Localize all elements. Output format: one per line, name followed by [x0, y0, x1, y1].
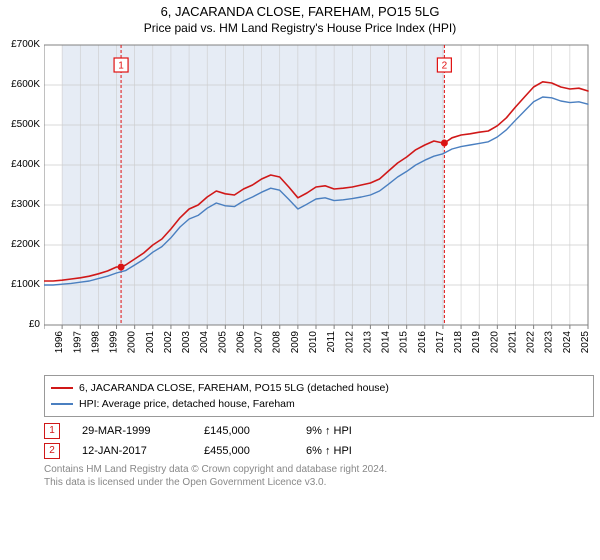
- svg-text:2002: 2002: [163, 331, 174, 354]
- y-tick-label: £0: [29, 319, 40, 330]
- sale-date: 29-MAR-1999: [82, 421, 182, 441]
- svg-text:2024: 2024: [562, 331, 573, 354]
- sale-marker-box: 2: [44, 443, 60, 459]
- chart-container: 6, JACARANDA CLOSE, FAREHAM, PO15 5LG Pr…: [0, 0, 600, 489]
- y-tick-label: £300K: [11, 199, 40, 210]
- sales-row: 1 29-MAR-1999 £145,000 9% ↑ HPI: [44, 421, 594, 441]
- attribution-line2: This data is licensed under the Open Gov…: [44, 476, 594, 489]
- svg-text:2012: 2012: [344, 331, 355, 354]
- legend-row: 6, JACARANDA CLOSE, FAREHAM, PO15 5LG (d…: [51, 380, 587, 396]
- chart-area: 1 2 1995 1996 1997 1998 1999 2000 2001 2002 2003 20…: [44, 41, 594, 371]
- svg-text:2006: 2006: [235, 331, 246, 354]
- svg-text:2007: 2007: [254, 331, 265, 354]
- attribution-line1: Contains HM Land Registry data © Crown c…: [44, 463, 594, 476]
- sale-price: £145,000: [204, 421, 284, 441]
- sale-date: 12-JAN-2017: [82, 441, 182, 461]
- svg-text:2017: 2017: [435, 331, 446, 354]
- sale-price: £455,000: [204, 441, 284, 461]
- legend-label: HPI: Average price, detached house, Fare…: [79, 396, 295, 412]
- legend-row: HPI: Average price, detached house, Fare…: [51, 396, 587, 412]
- svg-text:2004: 2004: [199, 331, 210, 354]
- svg-text:2022: 2022: [526, 331, 537, 354]
- svg-text:2013: 2013: [362, 331, 373, 354]
- y-tick-label: £400K: [11, 159, 40, 170]
- svg-text:2: 2: [442, 61, 448, 72]
- svg-text:2000: 2000: [127, 331, 138, 354]
- svg-text:2009: 2009: [290, 331, 301, 354]
- svg-text:2015: 2015: [399, 331, 410, 354]
- y-tick-label: £500K: [11, 119, 40, 130]
- svg-text:2018: 2018: [453, 331, 464, 354]
- legend-box: 6, JACARANDA CLOSE, FAREHAM, PO15 5LG (d…: [44, 375, 594, 417]
- svg-text:2003: 2003: [181, 331, 192, 354]
- sale-marker-box: 1: [44, 423, 60, 439]
- sales-row: 2 12-JAN-2017 £455,000 6% ↑ HPI: [44, 441, 594, 461]
- svg-text:2021: 2021: [507, 331, 518, 354]
- svg-text:2001: 2001: [145, 331, 156, 354]
- legend-swatch: [51, 387, 73, 389]
- y-tick-label: £100K: [11, 279, 40, 290]
- svg-text:2011: 2011: [326, 331, 337, 353]
- sale-diff: 6% ↑ HPI: [306, 441, 386, 461]
- svg-text:2008: 2008: [272, 331, 283, 354]
- line-chart-svg: 1 2 1995 1996 1997 1998 1999 2000 2001 2002 2003 20…: [44, 41, 594, 371]
- svg-text:2005: 2005: [217, 331, 228, 354]
- svg-text:2019: 2019: [471, 331, 482, 354]
- svg-text:2016: 2016: [417, 331, 428, 354]
- chart-title: 6, JACARANDA CLOSE, FAREHAM, PO15 5LG: [0, 4, 600, 19]
- attribution-text: Contains HM Land Registry data © Crown c…: [44, 463, 594, 489]
- legend-label: 6, JACARANDA CLOSE, FAREHAM, PO15 5LG (d…: [79, 380, 389, 396]
- title-block: 6, JACARANDA CLOSE, FAREHAM, PO15 5LG Pr…: [0, 0, 600, 35]
- svg-text:1998: 1998: [90, 331, 101, 354]
- sales-table: 1 29-MAR-1999 £145,000 9% ↑ HPI 2 12-JAN-2017…: [44, 421, 594, 461]
- y-tick-label: £700K: [11, 39, 40, 50]
- svg-text:2010: 2010: [308, 331, 319, 354]
- svg-text:1996: 1996: [54, 331, 65, 354]
- svg-text:2014: 2014: [381, 331, 392, 354]
- legend-swatch: [51, 403, 73, 405]
- chart-subtitle: Price paid vs. HM Land Registry's House …: [0, 21, 600, 35]
- svg-text:2020: 2020: [489, 331, 500, 354]
- y-tick-label: £200K: [11, 239, 40, 250]
- svg-text:2025: 2025: [580, 331, 591, 354]
- y-tick-label: £600K: [11, 79, 40, 90]
- svg-text:1: 1: [118, 61, 124, 72]
- sale-diff: 9% ↑ HPI: [306, 421, 386, 441]
- svg-text:2023: 2023: [544, 331, 555, 354]
- svg-text:1995: 1995: [44, 331, 47, 354]
- svg-text:1999: 1999: [109, 331, 120, 354]
- svg-text:1997: 1997: [72, 331, 83, 354]
